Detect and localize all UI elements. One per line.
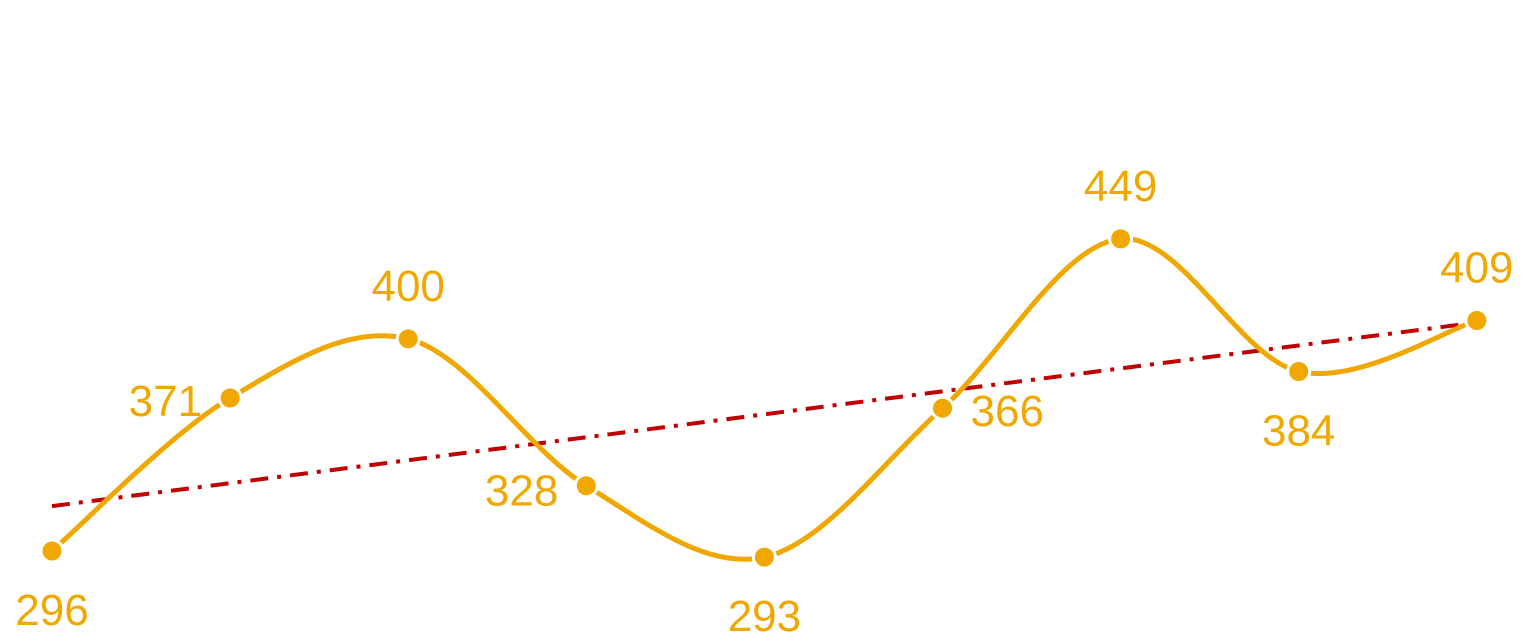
- data-label: 409: [1440, 243, 1513, 292]
- data-label: 366: [971, 387, 1044, 436]
- data-point: [1286, 358, 1312, 384]
- data-point: [751, 544, 777, 570]
- data-label: 328: [485, 467, 558, 516]
- data-point: [395, 326, 421, 352]
- data-label: 449: [1084, 162, 1157, 211]
- data-label: 384: [1262, 406, 1335, 455]
- series-line: [49, 236, 1480, 562]
- data-label: 400: [371, 262, 444, 311]
- data-point: [39, 538, 65, 564]
- data-label: 296: [15, 586, 88, 635]
- data-point: [930, 395, 955, 421]
- data-point: [217, 385, 243, 411]
- data-label: 293: [728, 592, 801, 639]
- data-point: [1108, 226, 1134, 252]
- data-point: [1464, 307, 1490, 333]
- data-point: [573, 473, 599, 499]
- data-label: 371: [129, 377, 202, 426]
